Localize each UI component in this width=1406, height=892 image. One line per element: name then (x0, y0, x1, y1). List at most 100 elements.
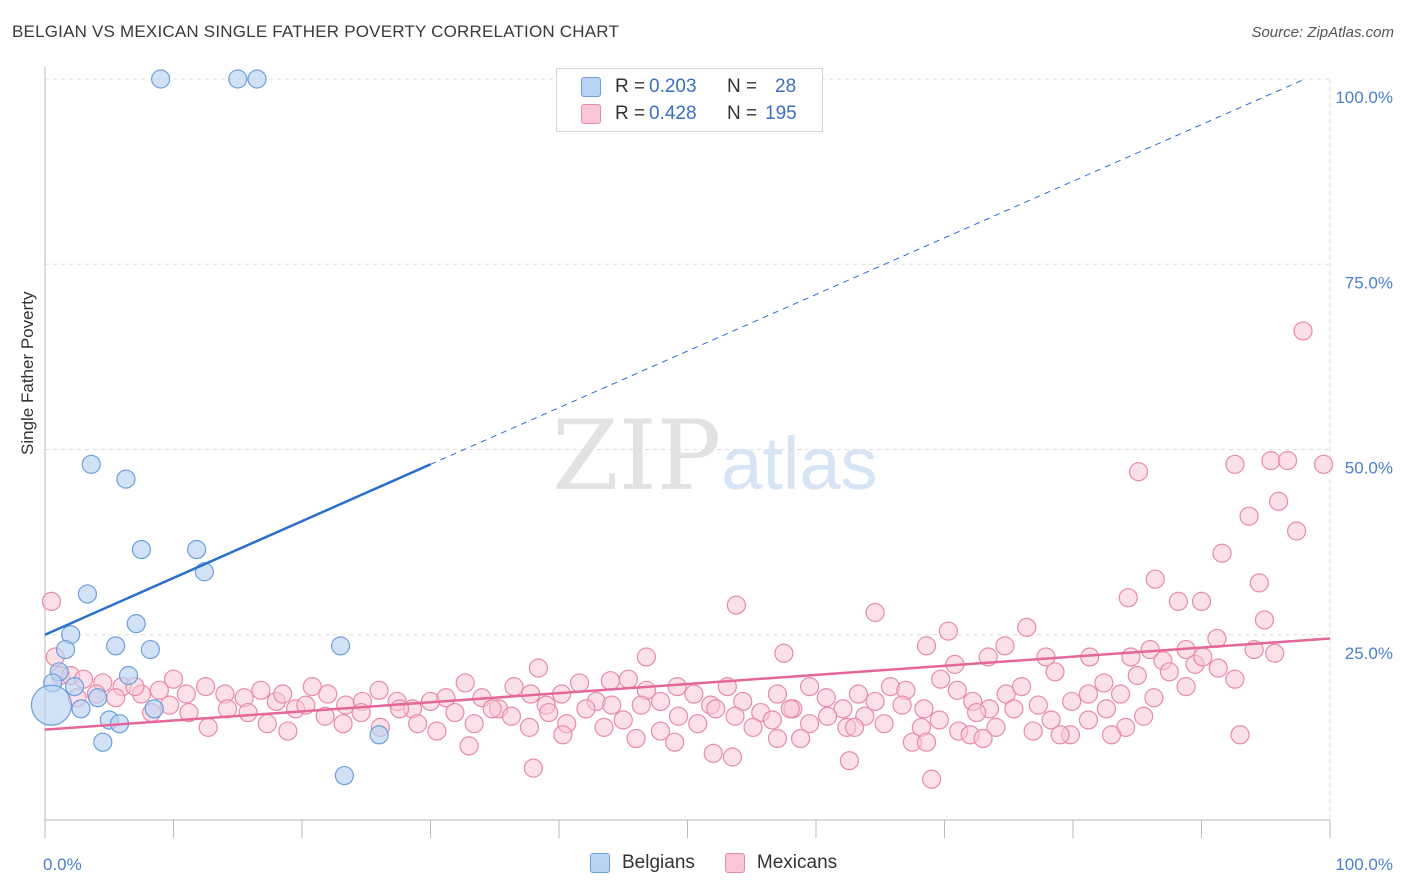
mexicans-point (833, 699, 853, 719)
series-name-mexicans: Mexicans (756, 852, 838, 873)
mexicans-point (1265, 643, 1285, 663)
mexicans-point (528, 658, 549, 678)
mexicans-point (176, 684, 196, 704)
belgians-point (93, 732, 113, 752)
mexicans-point (539, 702, 559, 723)
watermark-zip: ZIP (552, 400, 722, 512)
mexicans-point (600, 671, 621, 691)
mexicans-point (667, 677, 687, 697)
source-label: Source: ZipAtlas.com (1251, 24, 1394, 41)
mexicans-point (1249, 573, 1269, 593)
series-swatch-belgians (590, 853, 610, 873)
mexicans-point (1277, 451, 1298, 471)
mexicans-point (631, 695, 651, 715)
mexicans-point (459, 736, 479, 756)
mexicans-point (986, 717, 1006, 737)
y-axis-label: Single Father Poverty (18, 291, 37, 455)
mexicans-point (703, 743, 723, 763)
mexicans-point (251, 680, 271, 700)
belgians-point (30, 684, 73, 726)
mexicans-point (799, 714, 820, 734)
mexicans-point (576, 699, 596, 719)
stats-legend: R = 0.203 N = 28 R = 0.428 N = 195 (556, 68, 823, 132)
mexicans-point (390, 699, 410, 719)
legend-swatch-belgians (581, 77, 601, 97)
legend-n-label: N = (727, 103, 758, 124)
mexicans-point (1127, 665, 1147, 686)
mexicans-point (1045, 662, 1065, 682)
mexicans-point (318, 684, 338, 704)
mexicans-point (1313, 454, 1334, 474)
mexicans-point (1193, 647, 1213, 667)
belgians-point (81, 454, 101, 474)
mexicans-point (179, 702, 199, 723)
watermark: ZIPatlas (552, 400, 878, 512)
legend-row-belgians: R = 0.203 N = 28 (581, 75, 796, 99)
mexicans-point (149, 680, 169, 700)
mexicans-point (938, 621, 958, 641)
mexicans-point (1239, 506, 1259, 526)
mexicans-point (455, 673, 475, 693)
mexicans-point (874, 714, 894, 734)
mexicans-point (665, 732, 685, 752)
mexicans-point (1191, 591, 1212, 612)
belgians-trend-dashed (430, 78, 1306, 465)
mexicans-point (1121, 647, 1141, 667)
mexicans-point (839, 751, 860, 771)
x-tick-label: 0.0% (43, 855, 82, 874)
mexicans-point (504, 677, 524, 697)
mexicans-point (916, 636, 937, 656)
mexicans-point (273, 684, 293, 704)
mexicans-point (726, 595, 746, 615)
mexicans-point (1078, 684, 1099, 704)
mexicans-point (1225, 669, 1245, 689)
belgians-point (228, 69, 248, 89)
mexicans-point (501, 706, 522, 726)
mexicans-point (931, 669, 951, 689)
belgians-point (118, 665, 139, 686)
mexicans-point (973, 728, 993, 749)
mexicans-point (816, 688, 836, 708)
legend-r-label: R = (615, 103, 646, 124)
mexicans-point (914, 699, 934, 719)
legend-row-mexicans: R = 0.428 N = 195 (581, 102, 797, 126)
mexicans-point (427, 721, 447, 741)
mexicans-point (278, 721, 298, 741)
mexicans-point (817, 706, 838, 726)
mexicans-point (774, 643, 794, 663)
mexicans-point (967, 702, 987, 723)
legend-r-value: 0.203 (649, 76, 697, 97)
series-legend-belgians: Belgians (590, 852, 695, 874)
mexicans-point (482, 699, 502, 719)
mexicans-point (1028, 695, 1048, 715)
mexicans-point (238, 702, 258, 723)
mexicans-point (1062, 691, 1082, 712)
mexicans-point (613, 710, 633, 730)
mexicans-point (1011, 677, 1032, 697)
mexicans-point (553, 725, 573, 745)
belgians-point (116, 469, 136, 489)
legend-n-label: N = (727, 76, 758, 97)
y-tick-label: 100.0% (1335, 88, 1393, 107)
mexicans-point (1176, 677, 1196, 697)
mexicans-point (780, 699, 800, 719)
mexicans-point (1145, 569, 1165, 589)
legend-r-value: 0.428 (649, 103, 697, 124)
mexicans-point (636, 647, 656, 667)
mexicans-point (1078, 710, 1099, 730)
mexicans-point (464, 714, 484, 734)
mexicans-point (1004, 699, 1024, 719)
legend-n-value: 195 (765, 103, 797, 124)
legend-swatch-mexicans (581, 104, 601, 124)
mexicans-point (790, 728, 811, 749)
mexicans-point (1050, 725, 1070, 745)
mexicans-point (1017, 617, 1037, 637)
series-legend: Belgians Mexicans (590, 852, 867, 874)
mexicans-point (892, 695, 912, 715)
series-legend-mexicans: Mexicans (724, 852, 838, 874)
mexicans-point (1096, 699, 1117, 719)
mexicans-point (1101, 725, 1122, 745)
belgians-point (88, 688, 108, 708)
mexicans-trend-line (44, 637, 1331, 731)
mexicans-point (106, 688, 126, 708)
